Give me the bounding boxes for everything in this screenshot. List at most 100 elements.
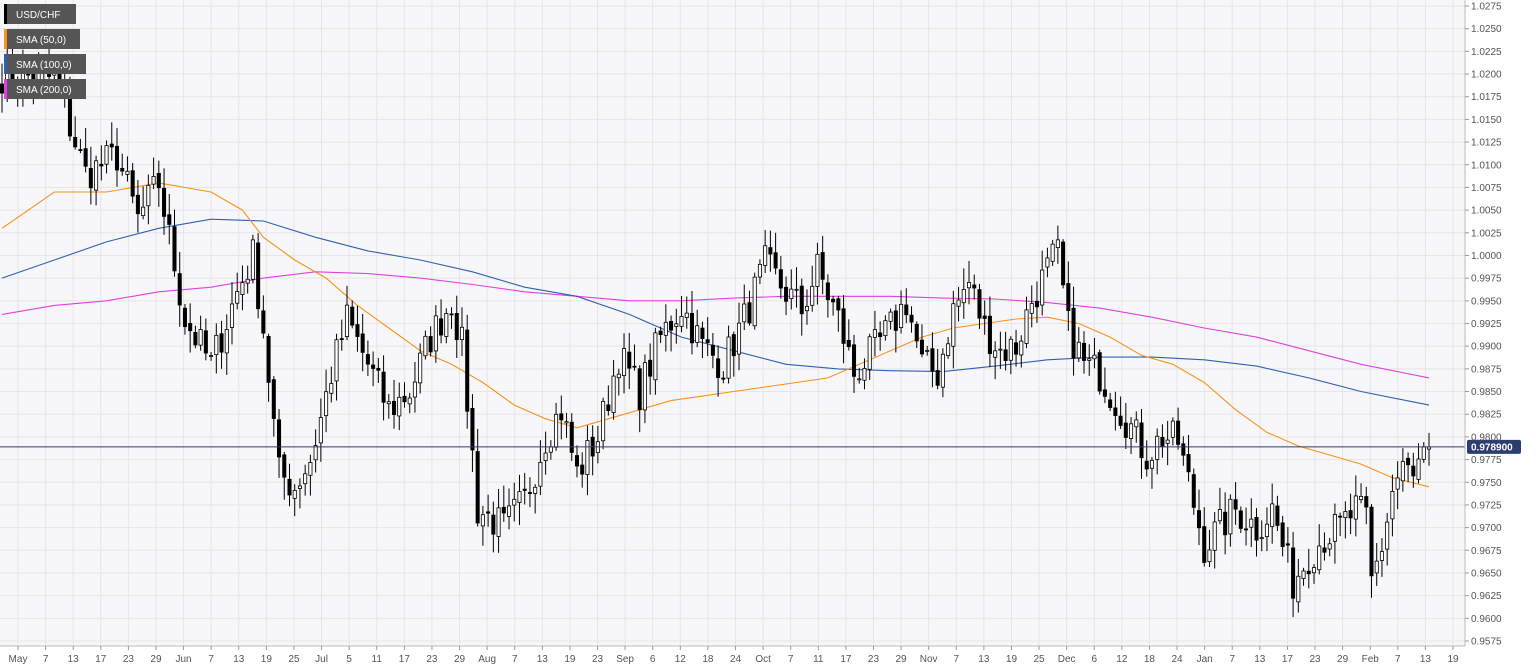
candle-body — [689, 312, 694, 344]
x-tick-label: 17 — [840, 654, 852, 665]
candle-body — [1008, 338, 1013, 361]
candle-body — [517, 491, 522, 504]
candle-body — [182, 307, 187, 328]
candle-body — [554, 413, 559, 448]
candle-body — [141, 206, 146, 216]
candle-body — [402, 395, 407, 403]
candle-body — [585, 440, 590, 475]
candle-body — [872, 329, 877, 338]
legend-item-sma100[interactable]: SMA (100,0) — [4, 54, 86, 74]
candle-body — [245, 278, 250, 284]
candle-body — [88, 167, 93, 189]
candle-body — [1385, 521, 1390, 550]
candle-body — [235, 291, 240, 304]
legend-label: SMA (50,0) — [16, 35, 66, 46]
candle-body — [156, 172, 161, 189]
candle-body — [1275, 505, 1280, 526]
x-tick-label: 23 — [868, 654, 880, 665]
x-tick-label: May — [9, 654, 28, 665]
candle-body — [486, 511, 491, 514]
candle-body — [648, 359, 653, 377]
y-tick-label: 1.0125 — [1471, 138, 1502, 149]
candle-body — [0, 83, 5, 94]
candle-body — [1390, 491, 1395, 520]
candle-body — [360, 333, 365, 353]
x-tick-label: 23 — [123, 654, 135, 665]
candle-body — [1113, 407, 1118, 416]
legend-swatch — [4, 4, 7, 24]
candle-body — [909, 314, 914, 323]
candle-body — [1264, 523, 1269, 538]
candle-body — [1317, 545, 1322, 571]
candle-body — [1395, 477, 1400, 490]
candle-body — [313, 445, 318, 461]
candle-body — [1217, 509, 1222, 522]
candle-body — [261, 310, 266, 334]
candle-body — [705, 339, 710, 343]
candle-body — [1411, 465, 1416, 477]
legend-item-sma50[interactable]: SMA (50,0) — [4, 29, 80, 49]
candle-body — [470, 408, 475, 451]
candle-body — [533, 486, 538, 494]
candle-body — [815, 253, 820, 287]
candle-body — [287, 478, 292, 496]
candle-body — [1348, 510, 1353, 519]
candle-body — [1238, 510, 1243, 529]
candle-body — [883, 320, 888, 337]
x-tick-label: 24 — [1171, 654, 1183, 665]
candle-body — [716, 358, 721, 378]
x-tick-label: 23 — [426, 654, 438, 665]
y-tick-label: 1.0100 — [1471, 160, 1502, 171]
legend-item-usdchf[interactable]: USD/CHF — [4, 4, 76, 24]
legend-item-sma200[interactable]: SMA (200,0) — [4, 79, 86, 99]
x-tick-label: 17 — [1282, 654, 1294, 665]
x-tick-label: 13 — [68, 654, 80, 665]
candle-body — [219, 333, 224, 353]
candle-body — [956, 299, 961, 307]
candle-body — [1249, 518, 1254, 528]
candle-body — [1024, 309, 1029, 344]
candle-body — [669, 320, 674, 331]
candle-body — [423, 335, 428, 357]
candle-body — [167, 214, 172, 225]
candle-body — [1050, 243, 1055, 262]
candle-body — [1129, 423, 1134, 439]
candle-body — [172, 226, 177, 272]
candle-body — [177, 273, 182, 306]
candle-body — [365, 354, 370, 365]
candle-body — [1343, 511, 1348, 519]
candle-body — [527, 492, 532, 494]
candle-body — [1134, 419, 1139, 428]
x-tick-label: 5 — [346, 654, 352, 665]
candle-body — [203, 330, 208, 354]
candle-body — [459, 326, 465, 341]
candle-body — [1040, 269, 1045, 306]
y-tick-label: 0.9825 — [1471, 410, 1502, 421]
candle-body — [334, 339, 339, 382]
legend-label: SMA (200,0) — [16, 85, 72, 96]
candle-body — [193, 331, 198, 346]
candle-body — [224, 329, 229, 354]
candle-body — [376, 367, 381, 371]
candle-body — [67, 96, 72, 137]
candle-body — [1155, 435, 1160, 460]
legend-box — [4, 4, 76, 24]
legend-swatch — [4, 54, 7, 74]
y-tick-label: 1.0000 — [1471, 251, 1502, 262]
x-tick-label: 13 — [233, 654, 245, 665]
x-tick-label: 12 — [1116, 654, 1128, 665]
candle-body — [439, 318, 444, 336]
candle-body — [381, 371, 386, 403]
y-tick-label: 0.9750 — [1471, 478, 1502, 489]
x-tick-label: 7 — [512, 654, 518, 665]
candle-body — [961, 289, 966, 304]
candle-body — [784, 286, 789, 302]
candle-body — [428, 336, 433, 353]
candle-body — [1108, 399, 1113, 408]
x-tick-label: 29 — [1337, 654, 1349, 665]
candle-body — [151, 176, 156, 185]
candle-body — [125, 170, 130, 175]
candle-body — [1144, 460, 1149, 470]
x-tick-label: 13 — [537, 654, 549, 665]
